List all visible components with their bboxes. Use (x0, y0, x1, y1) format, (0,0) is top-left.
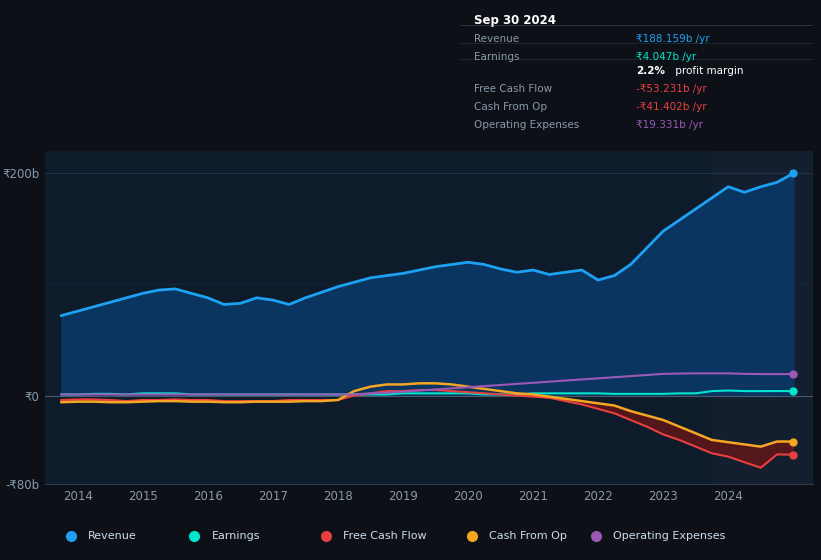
Text: -₹53.231b /yr: -₹53.231b /yr (636, 84, 707, 94)
Text: ₹4.047b /yr: ₹4.047b /yr (636, 52, 696, 62)
Text: profit margin: profit margin (672, 66, 743, 76)
Text: Earnings: Earnings (474, 52, 520, 62)
Text: Revenue: Revenue (474, 34, 519, 44)
Text: Free Cash Flow: Free Cash Flow (474, 84, 552, 94)
Text: Sep 30 2024: Sep 30 2024 (474, 14, 556, 27)
Text: Earnings: Earnings (211, 531, 260, 541)
Text: -₹41.402b /yr: -₹41.402b /yr (636, 102, 707, 112)
Text: Operating Expenses: Operating Expenses (612, 531, 725, 541)
Text: Free Cash Flow: Free Cash Flow (342, 531, 426, 541)
Text: Cash From Op: Cash From Op (474, 102, 547, 112)
Text: Revenue: Revenue (88, 531, 136, 541)
Text: Operating Expenses: Operating Expenses (474, 120, 579, 130)
Text: Cash From Op: Cash From Op (489, 531, 567, 541)
Bar (712, 151, 813, 484)
Text: ₹188.159b /yr: ₹188.159b /yr (636, 34, 710, 44)
Text: ₹19.331b /yr: ₹19.331b /yr (636, 120, 704, 130)
Text: 2.2%: 2.2% (636, 66, 665, 76)
